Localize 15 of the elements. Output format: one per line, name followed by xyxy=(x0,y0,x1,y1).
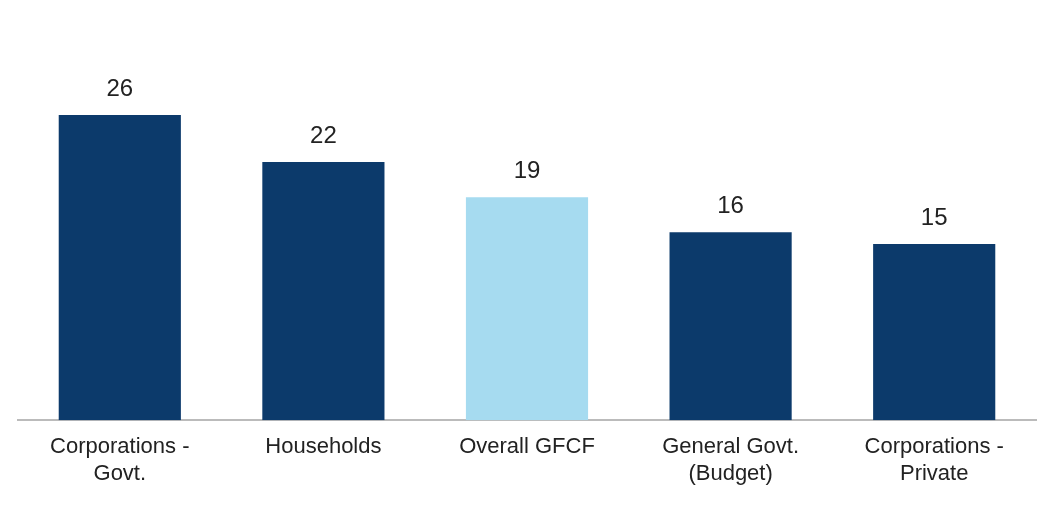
bar xyxy=(669,232,792,421)
bar xyxy=(58,114,181,421)
data-label: 15 xyxy=(920,202,948,230)
x-tick-label: Overall GFCF xyxy=(459,433,595,459)
data-label: 22 xyxy=(310,120,337,148)
bar xyxy=(873,244,996,421)
data-label: 19 xyxy=(513,155,541,183)
x-tick-label: Corporations - Private xyxy=(864,433,1004,485)
x-tick-label: General Govt. (Budget) xyxy=(662,433,800,485)
bar xyxy=(465,197,589,421)
bar xyxy=(262,161,385,421)
data-label: 26 xyxy=(106,73,134,101)
x-tick-label: Households xyxy=(265,433,382,459)
data-label: 16 xyxy=(717,190,744,218)
x-tick-label: Corporations - Govt. xyxy=(50,433,190,485)
